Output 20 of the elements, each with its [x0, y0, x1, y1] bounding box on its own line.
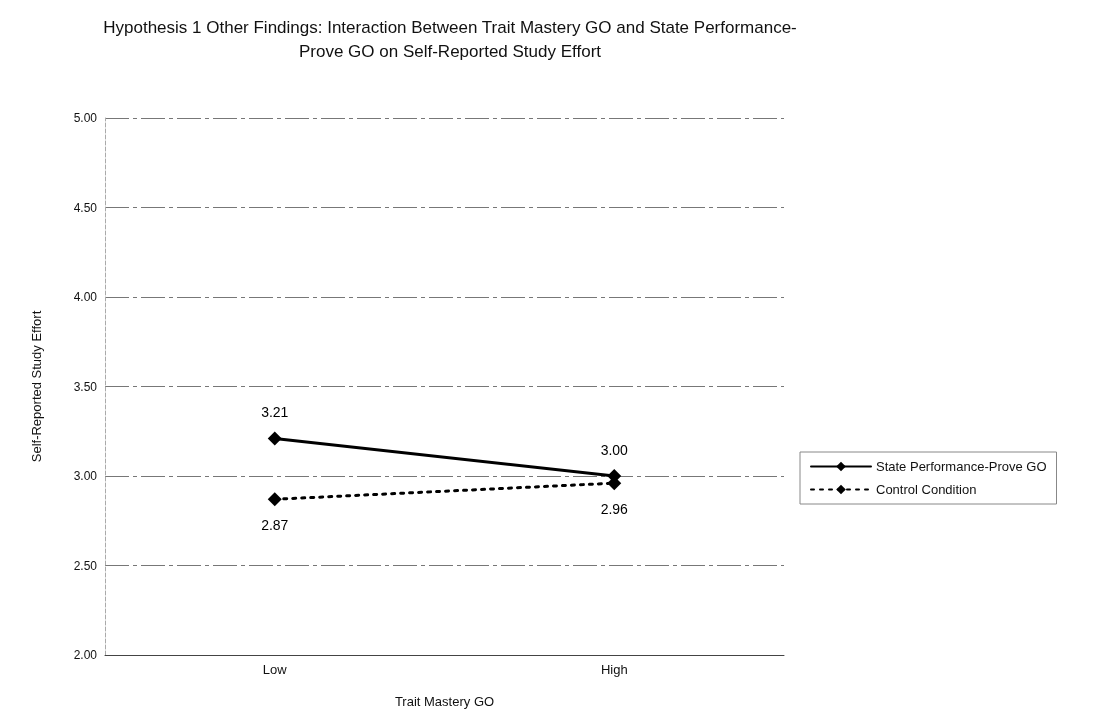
- y-tick-label: 2.00: [73, 648, 98, 662]
- x-axis-title: Trait Mastery GO: [394, 694, 495, 709]
- y-tick-label: 2.50: [73, 558, 98, 573]
- y-tick-label: 3.00: [73, 469, 98, 483]
- point: [267, 492, 282, 507]
- chart-title: Hypothesis 1 Other Findings: Interaction Between Trait Mastery GO and State Performance- Prove GO on Self-Reported Study Effort: [103, 17, 797, 61]
- y-tick-label: 4.50: [73, 200, 98, 215]
- y-tick-label: 4.00: [73, 290, 98, 304]
- y-axis-title: Self-Reported Study Effort: [29, 310, 44, 463]
- data-label: 2.96: [600, 501, 629, 518]
- legend-label: Control Condition: [876, 482, 977, 497]
- x-tick-label: High: [600, 662, 628, 677]
- data-label: 3.00: [600, 442, 629, 458]
- point: [267, 431, 282, 446]
- data-label: 3.21: [261, 404, 289, 421]
- x-tick-label: Low: [262, 662, 288, 677]
- y-tick-label: 3.50: [73, 379, 98, 394]
- y-tick-label: 5.00: [73, 111, 98, 125]
- legend-label: State Performance-Prove GO: [876, 459, 1047, 474]
- data-label: 2.87: [261, 517, 289, 534]
